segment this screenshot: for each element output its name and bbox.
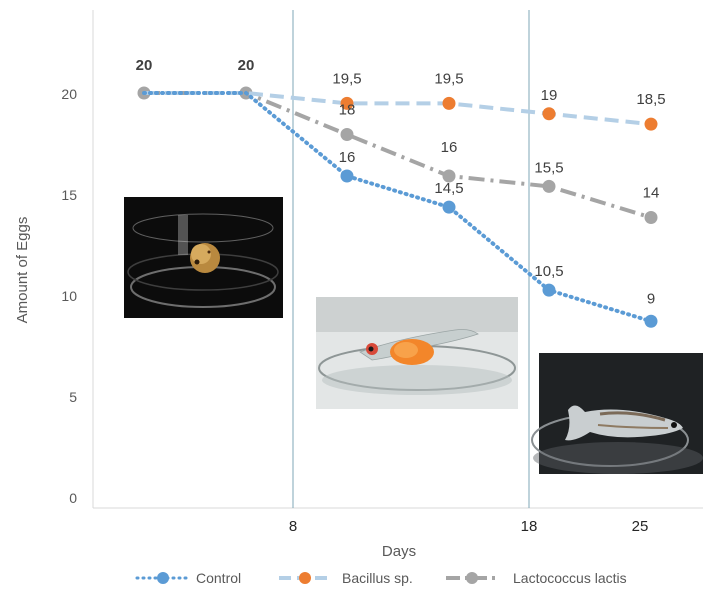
y-tick-label: 15 <box>61 187 77 203</box>
fry-photo <box>531 353 703 474</box>
data-point-bacillus <box>442 96 456 110</box>
data-point-lactococcus <box>442 169 456 183</box>
data-point-control <box>644 314 658 328</box>
y-tick-label: 10 <box>61 288 77 304</box>
series-line-control <box>142 91 653 324</box>
x-tick-label: 25 <box>632 518 649 535</box>
y-tick-label: 0 <box>69 490 77 506</box>
x-axis-title: Days <box>382 543 416 560</box>
data-point-bacillus <box>340 96 354 110</box>
legend-label: Bacillus sp. <box>342 570 413 586</box>
series-line-bacillus <box>144 91 652 127</box>
data-label-bacillus: 20 <box>238 57 255 74</box>
data-label-bacillus: 18,5 <box>636 91 665 108</box>
larva-photo <box>316 297 518 409</box>
x-tick-label: 8 <box>289 518 297 535</box>
data-label-lactococcus: 16 <box>441 139 458 156</box>
y-axis-title: Amount of Eggs <box>14 217 31 324</box>
legend-marker-bacillus <box>299 572 311 584</box>
data-label-lactococcus: 14 <box>643 185 660 202</box>
legend-item-bacillus: Bacillus sp. <box>279 570 413 586</box>
data-label-lactococcus: 18 <box>339 102 356 119</box>
data-label-control: 9 <box>647 290 655 307</box>
data-label-bacillus: 19,5 <box>434 70 463 87</box>
legend-marker-control <box>157 572 169 584</box>
data-label-lactococcus: 15,5 <box>534 159 563 176</box>
y-tick-labels: 0 5 10 15 20 <box>61 86 77 506</box>
data-point-control <box>340 169 354 183</box>
data-point-lactococcus <box>340 128 354 141</box>
y-tick-label: 5 <box>69 389 77 405</box>
data-label-control: 10,5 <box>534 263 563 280</box>
legend-item-control: Control <box>135 570 241 586</box>
x-tick-label: 18 <box>521 518 538 535</box>
y-tick-label: 20 <box>61 86 77 102</box>
data-label-control: 16 <box>339 149 356 166</box>
data-label-control: 14,5 <box>434 180 463 197</box>
legend-item-lactococcus: Lactococcus lactis <box>446 570 627 586</box>
data-point-bacillus <box>542 107 556 121</box>
legend-label: Lactococcus lactis <box>513 570 627 586</box>
data-point-control <box>442 200 456 214</box>
data-label-bacillus: 19 <box>541 87 558 104</box>
data-point-bacillus <box>644 117 658 131</box>
legend-label: Control <box>196 570 241 586</box>
data-point-control <box>542 283 556 297</box>
data-point-lactococcus <box>644 211 658 224</box>
egg-photo <box>124 197 283 318</box>
data-label-bacillus: 19,5 <box>332 70 361 87</box>
data-label-bacillus: 20 <box>136 57 153 74</box>
legend-marker-lactococcus <box>466 572 478 584</box>
legend: Control Bacillus sp. Lactococcus lactis <box>135 570 627 586</box>
data-point-lactococcus <box>542 179 556 193</box>
